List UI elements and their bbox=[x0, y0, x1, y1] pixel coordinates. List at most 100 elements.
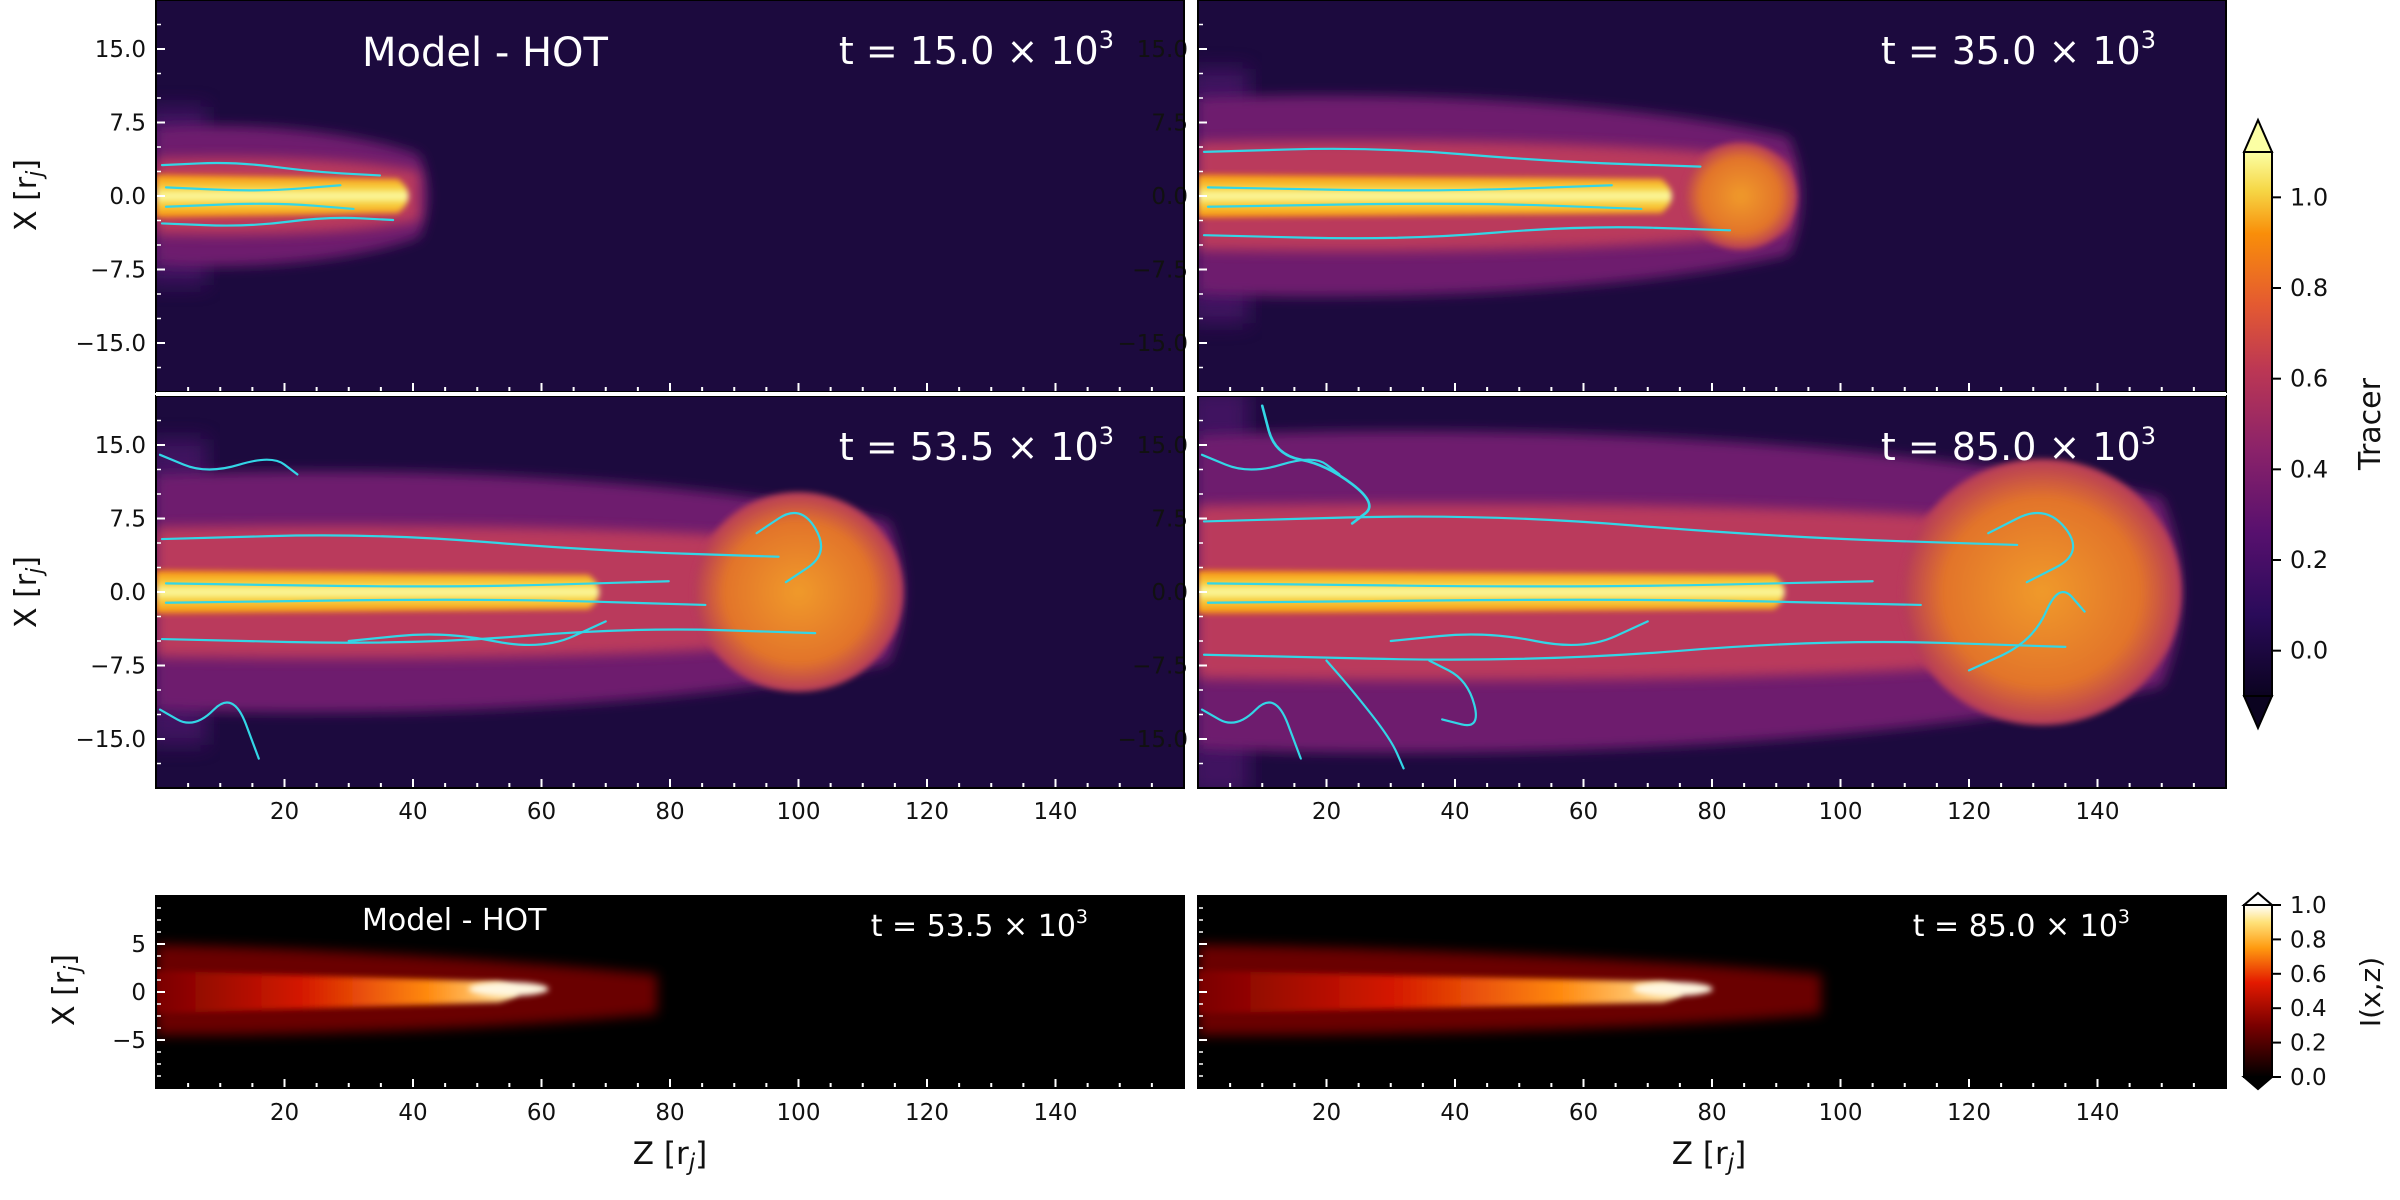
streamline bbox=[158, 453, 299, 476]
intensity-colorbar: 0.0 0.2 0.4 0.6 0.8 1.0 I(x,z) bbox=[2241, 891, 2387, 1091]
tracer-xtick-label-2-40: 40 bbox=[398, 799, 427, 825]
colorbar-tick-label: 0.8 bbox=[2290, 927, 2327, 953]
emission-time-label-0: t = 53.5 × 103 bbox=[871, 906, 1088, 944]
tracer-time-label-1: t = 35.0 × 103 bbox=[1881, 26, 2156, 73]
tracer-xtick-label-3-120: 120 bbox=[1947, 799, 1991, 825]
emission-0-ytick-label-0: 5 bbox=[131, 932, 146, 958]
y-axis-label-row3: X [rj] bbox=[47, 954, 86, 1026]
streamline bbox=[160, 216, 395, 227]
jet-core bbox=[1198, 174, 1672, 218]
emission-0-xtick-label-60: 60 bbox=[527, 1100, 556, 1126]
tracer-panel-3: 15.0 7.5 0.0 −7.5 −15.0 t = 85.0 × 103 bbox=[1118, 396, 2226, 788]
emission-panel-frame-0 bbox=[155, 895, 1185, 1089]
streamline bbox=[160, 161, 382, 177]
streamline bbox=[1200, 453, 1341, 476]
jet-core bbox=[156, 570, 600, 614]
tracer-3-ytick-label-3: −7.5 bbox=[1132, 654, 1188, 680]
streamline bbox=[164, 202, 355, 211]
streamline bbox=[1389, 620, 1649, 647]
tracer-2-ytick-label-4: −15.0 bbox=[76, 727, 146, 753]
streamline bbox=[1202, 147, 1702, 168]
tracer-3-ytick-label-1: 7.5 bbox=[1151, 507, 1188, 533]
streamline bbox=[1206, 202, 1643, 211]
tracer-xtick-label-2-100: 100 bbox=[777, 799, 821, 825]
streamline bbox=[1200, 701, 1302, 760]
streamline bbox=[1202, 640, 2067, 661]
streamline bbox=[1987, 511, 2075, 584]
tracer-colorbar: 0.0 0.2 0.4 0.6 0.8 1.0 Tracer bbox=[2242, 117, 2388, 731]
tracer-1-ytick-label-1: 7.5 bbox=[1151, 111, 1188, 137]
streamline bbox=[1206, 580, 1874, 588]
jet-head bbox=[1683, 142, 1798, 250]
streamline bbox=[1206, 184, 1613, 192]
emission-1-xtick-label-40: 40 bbox=[1440, 1100, 1469, 1126]
tracer-xtick-label-2-60: 60 bbox=[527, 799, 556, 825]
streamline bbox=[160, 534, 780, 558]
tracer-xtick-label-2-20: 20 bbox=[270, 799, 299, 825]
streamline bbox=[1202, 226, 1732, 240]
tracer-panels: 15.0 7.5 0.0 −7.5 −15.0 t = 15.0 × 103 15.0 7.5… bbox=[76, 0, 2227, 825]
emission-panel-1: 20 40 60 80 100 120 140 t = 85.0 × 103 bbox=[1197, 895, 2227, 1126]
tracer-1-ytick-label-2: 0.0 bbox=[1151, 184, 1188, 210]
x-axis-label-left: Z [rj] bbox=[633, 1136, 707, 1176]
emission-0-ytick-label-1: 0 bbox=[131, 980, 146, 1006]
tracer-colorbar-label: Tracer bbox=[2353, 377, 2388, 471]
tracer-3-ytick-label-0: 15.0 bbox=[1137, 433, 1188, 459]
emission-panel-0: 20 40 60 80 100 120 140 5 0 −5 t = 53.5 × 103 bbox=[112, 895, 1185, 1126]
jet-core bbox=[1198, 570, 1785, 614]
emission-peak bbox=[1632, 982, 1713, 996]
jet-core bbox=[156, 174, 409, 218]
tracer-1-ytick-label-0: 15.0 bbox=[1137, 37, 1188, 63]
tracer-colorbar-tick-label: 1.0 bbox=[2290, 183, 2328, 211]
tracer-panel-1: 15.0 7.5 0.0 −7.5 −15.0 t = 35.0 × 103 bbox=[1118, 0, 2226, 392]
emission-0-xtick-label-80: 80 bbox=[655, 1100, 684, 1126]
streamline bbox=[1202, 515, 2019, 547]
streamline bbox=[1206, 598, 1922, 607]
tracer-0-ytick-label-3: −7.5 bbox=[90, 258, 146, 284]
tracer-2-ytick-label-1: 7.5 bbox=[109, 507, 146, 533]
streamline bbox=[1428, 659, 1477, 727]
tracer-xtick-label-3-80: 80 bbox=[1697, 799, 1726, 825]
emission-time-label-1: t = 85.0 × 103 bbox=[1913, 906, 2130, 944]
emission-1-xtick-label-20: 20 bbox=[1312, 1100, 1341, 1126]
tracer-time-label-3: t = 85.0 × 103 bbox=[1881, 422, 2156, 469]
streamline bbox=[1260, 404, 1371, 525]
streamline bbox=[755, 511, 823, 584]
tracer-xtick-label-3-60: 60 bbox=[1569, 799, 1598, 825]
tracer-panel-2: 15.0 7.5 0.0 −7.5 −15.0 t = 53.5 × 103 bbox=[76, 396, 1184, 788]
y-axis-label-row1: X [rj] bbox=[9, 159, 48, 231]
tracer-1-ytick-label-4: −15.0 bbox=[1118, 331, 1188, 357]
tracer-xtick-label-3-20: 20 bbox=[1312, 799, 1341, 825]
emission-core bbox=[156, 970, 519, 1014]
y-axis-label-row2: X [rj] bbox=[9, 556, 48, 628]
tracer-0-ytick-label-1: 7.5 bbox=[109, 111, 146, 137]
streamline bbox=[164, 184, 342, 192]
intensity-colorbar-label: I(x,z) bbox=[2354, 957, 2387, 1027]
tracer-xtick-label-2-140: 140 bbox=[1034, 799, 1078, 825]
tracer-3-ytick-label-2: 0.0 bbox=[1151, 580, 1188, 606]
streamline bbox=[347, 620, 607, 647]
tracer-xtick-label-3-100: 100 bbox=[1819, 799, 1863, 825]
tracer-xtick-label-3-140: 140 bbox=[2076, 799, 2120, 825]
streamline bbox=[158, 701, 260, 760]
tracer-time-label-2: t = 53.5 × 103 bbox=[839, 422, 1114, 469]
colorbar-tick-label: 0.0 bbox=[2290, 1065, 2327, 1091]
emission-peak bbox=[468, 982, 549, 996]
tracer-3-ytick-label-4: −15.0 bbox=[1118, 727, 1188, 753]
tracer-colorbar-tick-label: 0.0 bbox=[2290, 637, 2328, 665]
emission-panel-frame-1 bbox=[1197, 895, 2227, 1089]
emission-0-xtick-label-100: 100 bbox=[777, 1100, 821, 1126]
tracer-2-ytick-label-0: 15.0 bbox=[95, 433, 146, 459]
tracer-0-ytick-label-4: −15.0 bbox=[76, 331, 146, 357]
tracer-1-ytick-label-3: −7.5 bbox=[1132, 258, 1188, 284]
colorbar-tick-label: 0.4 bbox=[2290, 996, 2327, 1022]
colorbar-tick-label: 0.2 bbox=[2290, 1031, 2327, 1057]
emission-1-xtick-label-100: 100 bbox=[1819, 1100, 1863, 1126]
tracer-0-ytick-label-2: 0.0 bbox=[109, 184, 146, 210]
tracer-xtick-label-2-80: 80 bbox=[655, 799, 684, 825]
tracer-2-ytick-label-3: −7.5 bbox=[90, 654, 146, 680]
colorbar-tick-label: 0.6 bbox=[2290, 962, 2327, 988]
model-label-top: Model - HOT bbox=[362, 30, 609, 76]
emission-1-xtick-label-140: 140 bbox=[2076, 1100, 2120, 1126]
streamline bbox=[1325, 659, 1405, 770]
